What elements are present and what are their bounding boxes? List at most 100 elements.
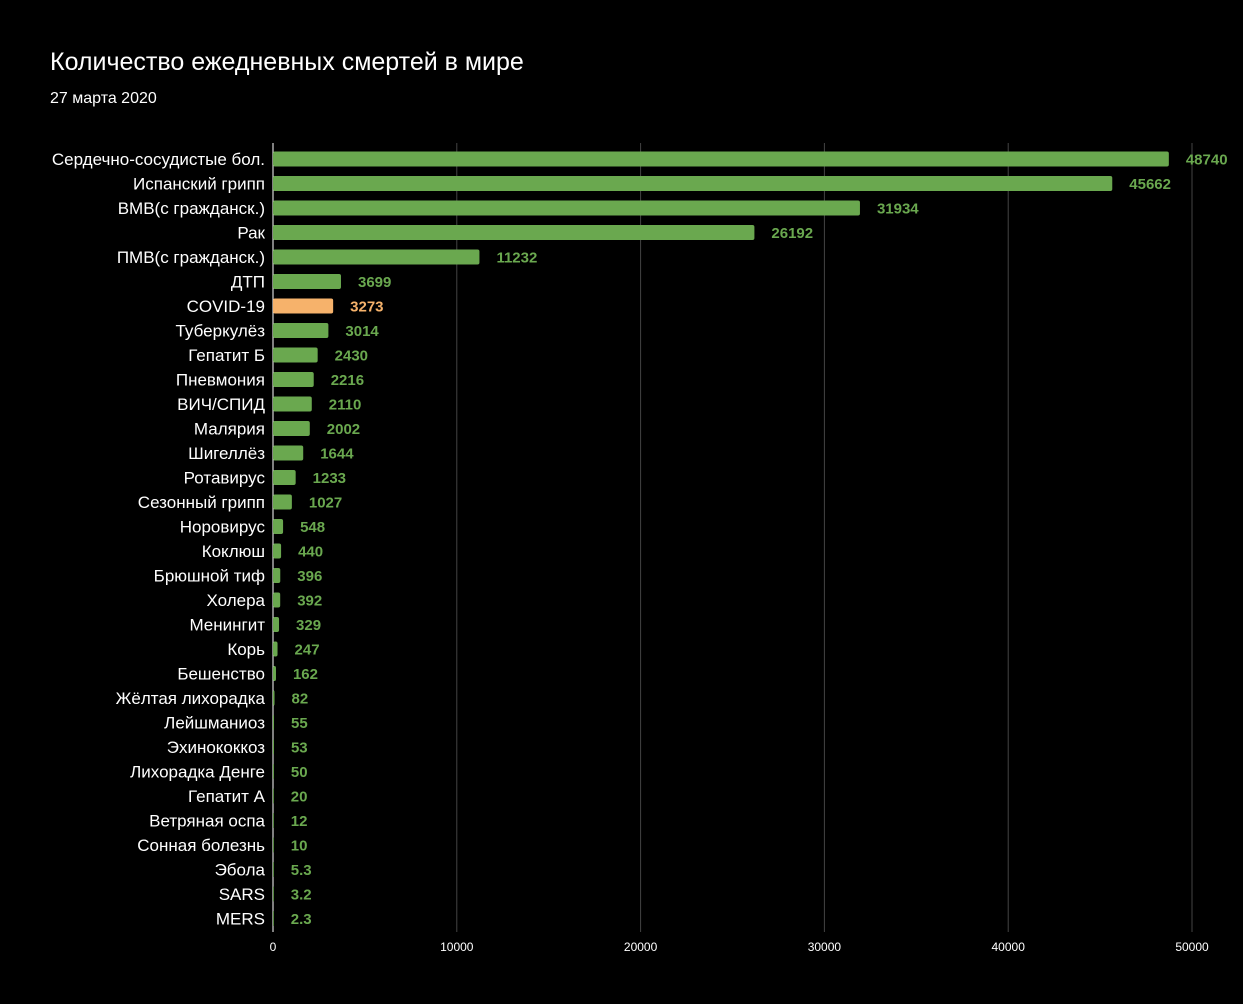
bar (273, 690, 275, 706)
value-label: 247 (295, 642, 320, 659)
value-label: 5.3 (291, 862, 312, 879)
value-label: 396 (297, 568, 322, 585)
bar (273, 225, 755, 240)
bar (273, 788, 274, 804)
value-label: 82 (292, 691, 309, 708)
bar (273, 641, 278, 657)
bar (273, 715, 275, 730)
category-label: COVID-19 (187, 297, 265, 316)
chart-title: Количество ежедневных смертей в мире (50, 48, 524, 76)
bar (273, 764, 274, 779)
category-label: MERS (216, 910, 265, 929)
bar (273, 862, 274, 877)
category-label: Холера (206, 591, 265, 610)
value-label: 50 (291, 764, 308, 781)
value-label: 3273 (350, 299, 383, 316)
value-label: 53 (291, 740, 308, 757)
value-label: 55 (291, 715, 308, 732)
value-label: 1644 (320, 446, 354, 463)
category-label: ВИЧ/СПИД (177, 395, 265, 414)
value-label: 45662 (1129, 176, 1171, 193)
bar (273, 519, 284, 534)
bar (273, 543, 282, 559)
category-label: Норовирус (180, 518, 266, 537)
bar (273, 911, 274, 926)
bar (273, 494, 292, 510)
category-label: Брюшной тиф (154, 567, 265, 586)
bar (273, 837, 274, 853)
category-label: Ветряная оспа (149, 812, 265, 831)
bar (273, 470, 296, 485)
value-label: 12 (291, 813, 308, 830)
category-label: Коклюш (202, 542, 265, 561)
bar (273, 421, 310, 436)
value-label: 20 (291, 789, 308, 806)
category-label: SARS (219, 885, 265, 904)
value-label: 48740 (1186, 152, 1228, 169)
category-label: ВМВ(с гражданск.) (118, 199, 265, 218)
bar (273, 813, 274, 828)
category-label: Лихорадка Денге (130, 763, 265, 782)
bar (273, 176, 1113, 191)
x-tick-label: 30000 (808, 940, 842, 954)
bar (273, 200, 860, 216)
bar (273, 666, 276, 681)
category-label: Сердечно-сосудистые бол. (52, 150, 265, 169)
bar (273, 347, 318, 363)
x-tick-label: 50000 (1175, 940, 1209, 954)
value-label: 2430 (335, 348, 368, 365)
bar (273, 445, 304, 461)
x-tick-label: 40000 (992, 940, 1026, 954)
value-label: 2216 (331, 372, 364, 389)
value-label: 31934 (877, 201, 919, 218)
value-label: 26192 (771, 225, 813, 242)
category-label: ДТП (231, 273, 265, 292)
value-label: 3699 (358, 274, 391, 291)
category-label: Пневмония (176, 371, 265, 390)
bar (273, 396, 312, 412)
category-label: Испанский грипп (133, 175, 265, 194)
category-label: Малярия (194, 420, 265, 439)
category-label: Туберкулёз (176, 322, 266, 341)
category-label: Жёлтая лихорадка (116, 689, 266, 708)
category-label: Сезонный грипп (138, 493, 265, 512)
category-label: Рак (237, 224, 265, 243)
value-label: 2002 (327, 421, 360, 438)
x-tick-label: 20000 (624, 940, 658, 954)
category-label: Эхинококкоз (167, 738, 265, 757)
bar (273, 592, 281, 608)
value-label: 548 (300, 519, 325, 536)
bar (273, 568, 281, 583)
category-label: Гепатит А (188, 787, 266, 806)
value-label: 392 (297, 593, 322, 610)
value-label: 1027 (309, 495, 342, 512)
x-tick-label: 10000 (440, 940, 474, 954)
bar (273, 617, 280, 632)
category-label: Лейшманиоз (164, 714, 265, 733)
bar (273, 274, 341, 289)
value-label: 440 (298, 544, 323, 561)
category-label: Корь (227, 640, 265, 659)
category-label: Гепатит Б (188, 346, 265, 365)
category-label: Эбола (215, 861, 266, 880)
bar (273, 298, 334, 314)
category-label: Шигеллёз (188, 444, 265, 463)
value-label: 11232 (496, 250, 537, 267)
bar (273, 739, 274, 755)
bar (273, 249, 480, 265)
category-label: Ротавирус (184, 469, 266, 488)
value-label: 329 (296, 617, 321, 634)
bar (273, 886, 274, 902)
chart-subtitle: 27 марта 2020 (50, 90, 157, 107)
bar (273, 323, 329, 338)
value-label: 3014 (345, 323, 379, 340)
value-label: 2.3 (291, 911, 312, 928)
value-label: 10 (291, 838, 308, 855)
value-label: 162 (293, 666, 318, 683)
x-tick-label: 0 (270, 940, 277, 954)
value-label: 2110 (329, 397, 362, 414)
category-label: Сонная болезнь (137, 836, 265, 855)
bar (273, 372, 314, 387)
category-label: Бешенство (177, 665, 265, 684)
